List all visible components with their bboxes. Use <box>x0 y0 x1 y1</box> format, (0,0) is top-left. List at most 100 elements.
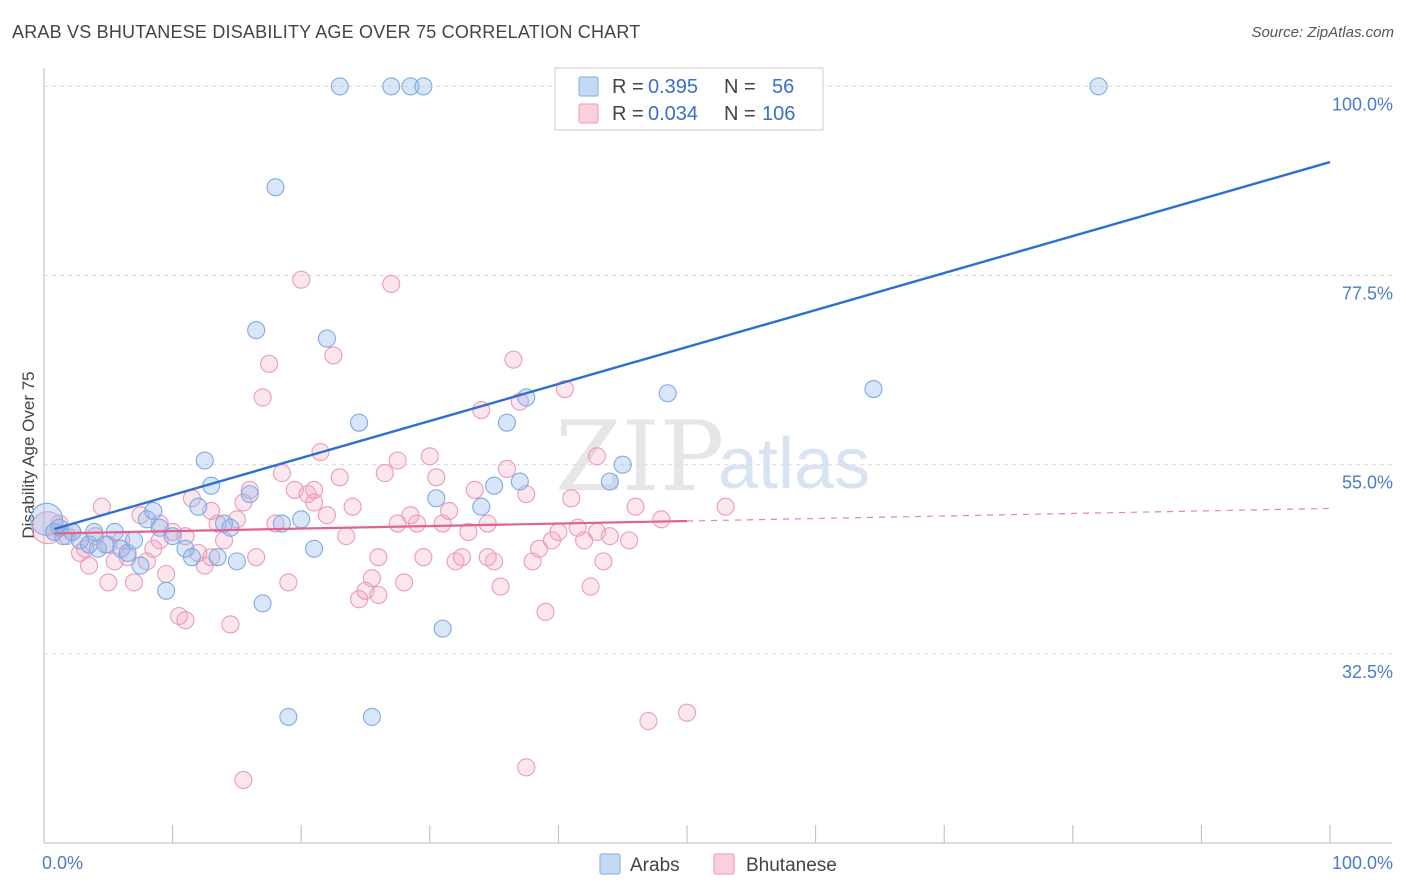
arabs-point-28 <box>227 552 246 571</box>
arabs-point-46 <box>472 497 491 516</box>
bhutanese-point-60 <box>420 447 439 466</box>
legend-r-value-arabs: 0.395 <box>648 76 698 98</box>
arabs-point-41 <box>382 77 401 96</box>
bhutanese-point-94 <box>452 548 472 567</box>
bhutanese-point-46 <box>330 468 349 487</box>
bhutanese-point-87 <box>620 531 639 550</box>
arabs-point-45 <box>427 489 446 508</box>
arabs-point-44 <box>433 619 452 638</box>
y-axis-label: Disability Age Over 75 <box>19 371 38 538</box>
bhutanese-point-59 <box>414 548 433 567</box>
arabs-point-38 <box>330 77 349 96</box>
bhutanese-point-80 <box>562 489 581 508</box>
bhutanese-point-48 <box>343 497 362 516</box>
arabs-point-50 <box>510 472 529 491</box>
trend-lines <box>53 160 1331 535</box>
bhutanese-point-40 <box>292 270 311 289</box>
bhutanese-point-89 <box>639 712 658 731</box>
arabs-point-40 <box>362 707 381 726</box>
bhutanese-point-32 <box>240 480 259 499</box>
bhutanese-point-102 <box>478 514 497 533</box>
bhutanese-point-29 <box>221 615 240 634</box>
bhutanese-point-103 <box>542 531 562 550</box>
bhutanese-trend-line <box>54 519 688 535</box>
y-tick-label-2: 77.5% <box>1342 284 1393 304</box>
arabs-point-22 <box>189 497 208 516</box>
bottom-legend-swatch-bhutanese <box>713 853 735 875</box>
bhutanese-point-96 <box>176 611 195 630</box>
arabs-trend-line <box>53 160 1331 531</box>
x-tick-label-0: 0.0% <box>42 853 83 873</box>
bhutanese-point-82 <box>575 531 594 550</box>
bhutanese-point-42 <box>305 493 324 512</box>
bhutanese-point-65 <box>459 522 478 542</box>
arabs-point-13 <box>124 531 144 550</box>
arabs-point-32 <box>266 178 285 197</box>
y-tick-label-1: 55.0% <box>1342 473 1393 493</box>
legend-swatch-arabs <box>578 76 599 97</box>
arabs-point-27 <box>221 518 240 537</box>
bhutanese-point-95 <box>369 585 388 605</box>
bhutanese-points <box>31 270 735 790</box>
source-credit: Source: ZipAtlas.com <box>1251 24 1394 41</box>
bhutanese-point-37 <box>272 464 291 483</box>
bhutanese-point-63 <box>440 501 459 520</box>
arabs-point-23 <box>195 451 214 470</box>
bhutanese-point-53 <box>375 464 394 483</box>
legend-n-value-arabs: 56 <box>772 76 794 98</box>
arabs-point-51 <box>600 472 619 491</box>
axes <box>43 68 1392 844</box>
bhutanese-point-92 <box>517 758 536 777</box>
bhutanese-point-90 <box>677 703 697 722</box>
bhutanese-point-47 <box>337 527 356 546</box>
stats-legend: R = 0.395 N = 56 R = 0.034 N = 106 <box>554 67 824 131</box>
bhutanese-point-56 <box>395 573 414 592</box>
arabs-point-18 <box>157 581 176 600</box>
bhutanese-point-100 <box>305 480 324 499</box>
watermark-atlas: atlas <box>718 424 870 504</box>
x-tick-label-1: 100.0% <box>1332 853 1393 873</box>
arabs-point-35 <box>292 510 311 529</box>
stats-legend-box <box>554 67 824 131</box>
legend-r-value-bhutanese: 0.034 <box>648 103 698 125</box>
arabs-point-36 <box>305 539 324 558</box>
arabs-point-53 <box>658 384 677 403</box>
bhutanese-point-38 <box>279 573 298 592</box>
y-tick-label-0: 32.5% <box>1342 662 1393 682</box>
arabs-point-52 <box>613 455 632 474</box>
legend-n-value-bhutanese: 106 <box>762 103 795 125</box>
bhutanese-point-83 <box>581 577 600 596</box>
bhutanese-point-79 <box>555 379 574 399</box>
bhutanese-point-45 <box>324 346 343 365</box>
arabs-point-16 <box>144 501 163 520</box>
bhutanese-point-35 <box>259 354 279 373</box>
legend-r-label-bhutanese: R = <box>612 103 644 125</box>
bhutanese-point-58 <box>407 514 426 533</box>
arabs-point-54 <box>864 379 883 399</box>
arabs-point-3 <box>54 527 73 546</box>
arabs-point-30 <box>247 321 266 340</box>
arabs-point-34 <box>279 707 298 726</box>
bhutanese-point-84 <box>587 447 607 466</box>
y-tick-labels: 32.5% 55.0% 77.5% 100.0% <box>1332 94 1393 681</box>
x-tick-labels: 0.0% 100.0% <box>42 853 1393 873</box>
bhutanese-point-66 <box>465 480 484 499</box>
bhutanese-point-76 <box>530 539 549 558</box>
bhutanese-point-105 <box>652 510 671 529</box>
legend-n-label-arabs: N = <box>724 76 756 98</box>
bhutanese-point-7 <box>79 556 99 575</box>
bhutanese-point-77 <box>536 602 555 621</box>
bhutanese-point-52 <box>369 548 388 567</box>
bhutanese-point-72 <box>504 350 523 369</box>
y-tick-label-3: 100.0% <box>1332 94 1393 114</box>
legend-r-label-arabs: R = <box>612 76 644 98</box>
arabs-point-14 <box>131 556 150 575</box>
bhutanese-trend-line-extension <box>686 507 1331 522</box>
arabs-point-43 <box>414 77 433 96</box>
series-legend: Arabs Bhutanese <box>599 853 837 876</box>
bhutanese-point-91 <box>716 497 735 516</box>
bottom-legend-label-arabs: Arabs <box>630 855 680 876</box>
arabs-point-25 <box>208 548 227 567</box>
arabs-points <box>30 77 1108 726</box>
